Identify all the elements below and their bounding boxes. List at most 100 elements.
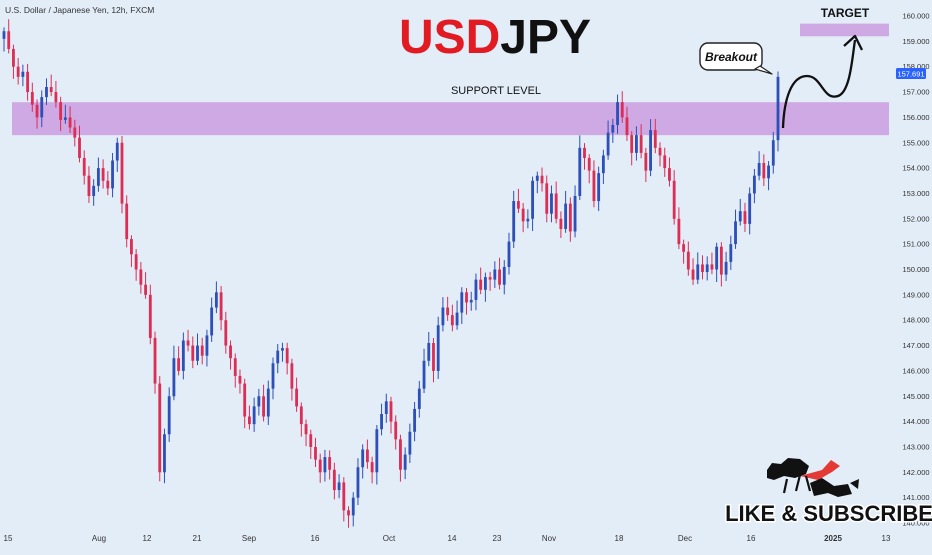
- candle-body: [587, 157, 591, 171]
- candle: [196, 333, 199, 366]
- time-axis[interactable]: 15 Aug 12 21 Sep 16 Oct 14 23 Nov 18 Dec 16 2025 13: [0, 528, 932, 550]
- candle: [573, 185, 577, 238]
- candle: [26, 63, 30, 101]
- candle-body: [399, 439, 402, 470]
- candle-body: [663, 155, 667, 169]
- candle-body: [332, 469, 336, 491]
- candle: [238, 369, 242, 394]
- candle-body: [238, 375, 242, 384]
- candle-body: [257, 396, 261, 407]
- candle-body: [54, 92, 58, 103]
- bull-bear-logo-icon: [767, 458, 859, 497]
- candle: [148, 284, 152, 345]
- candle: [73, 119, 77, 147]
- candle-body: [196, 345, 199, 361]
- support-level-label: SUPPORT LEVEL: [451, 85, 541, 97]
- candle: [413, 401, 417, 442]
- candle: [526, 209, 530, 229]
- candle-body: [757, 163, 761, 176]
- candle-body: [620, 102, 624, 118]
- candle: [78, 125, 81, 163]
- candle: [106, 171, 110, 196]
- candle-body: [616, 102, 619, 126]
- price-tick-label: 147.000: [902, 341, 929, 350]
- candle: [384, 393, 388, 423]
- candle-body: [469, 299, 473, 303]
- candle: [243, 378, 247, 429]
- candle: [365, 439, 369, 469]
- candle: [757, 151, 761, 181]
- candle: [16, 57, 20, 85]
- candle: [658, 142, 662, 167]
- price-tick-label: 146.000: [902, 366, 929, 375]
- candle-body: [710, 264, 714, 270]
- last-price-badge[interactable]: 157.691: [896, 68, 926, 79]
- candle-body: [233, 358, 237, 376]
- time-tick-label: 12: [143, 534, 152, 543]
- candle-body: [96, 168, 100, 186]
- candle-body: [318, 459, 322, 473]
- candle-body: [394, 421, 398, 440]
- candle: [474, 273, 478, 311]
- candle-body: [167, 396, 171, 435]
- candle: [710, 252, 714, 275]
- candle-body: [252, 406, 256, 425]
- candle: [318, 453, 322, 483]
- candle-body: [734, 221, 737, 245]
- candle-body: [568, 203, 572, 232]
- candle-body: [295, 388, 299, 407]
- candle: [276, 344, 280, 374]
- candle: [771, 131, 775, 174]
- candle: [224, 311, 228, 354]
- target-zone[interactable]: [800, 23, 889, 37]
- candle-body: [139, 269, 143, 285]
- candle-body: [7, 31, 11, 49]
- candle-body: [403, 454, 407, 470]
- time-tick-label: Nov: [542, 534, 556, 543]
- candle-body: [375, 429, 379, 473]
- candle: [342, 477, 346, 522]
- candle: [686, 241, 690, 276]
- candle: [682, 239, 686, 264]
- candle: [101, 159, 105, 189]
- candle-body: [191, 345, 195, 361]
- candle-body: [691, 269, 695, 280]
- candle: [82, 150, 86, 185]
- candle-body: [16, 66, 20, 77]
- candle-body: [309, 434, 313, 447]
- candle: [370, 456, 374, 484]
- candle: [564, 190, 568, 233]
- candle: [559, 211, 563, 239]
- candle: [488, 271, 492, 291]
- candle-body: [545, 183, 549, 214]
- candle: [469, 291, 473, 311]
- candle-body: [776, 76, 780, 141]
- candle: [625, 106, 629, 141]
- candle: [356, 458, 360, 506]
- candle-body: [130, 239, 133, 255]
- candle: [460, 287, 464, 324]
- title-jpy: JPY: [500, 11, 591, 64]
- candle-body: [347, 510, 350, 516]
- candle: [578, 135, 582, 201]
- time-tick-label: Aug: [92, 534, 106, 543]
- candle: [668, 157, 671, 187]
- time-tick-label: 2025: [824, 534, 842, 543]
- candle-body: [639, 135, 643, 153]
- candle-body: [87, 175, 91, 196]
- price-tick-label: 142.000: [902, 468, 929, 477]
- candle: [323, 449, 327, 482]
- candle: [167, 387, 171, 442]
- price-axis[interactable]: 140.000 141.000 142.000 143.000 144.000 145.0…: [900, 0, 932, 550]
- candle-body: [535, 175, 539, 181]
- candle-body: [625, 117, 629, 136]
- candle: [446, 296, 450, 321]
- candle-body: [323, 457, 327, 473]
- support-zone[interactable]: [12, 102, 889, 136]
- candle-body: [479, 279, 483, 290]
- candle-body: [389, 401, 393, 422]
- candle: [715, 242, 719, 283]
- price-tick-label: 141.000: [902, 493, 929, 502]
- candle-body: [592, 170, 596, 202]
